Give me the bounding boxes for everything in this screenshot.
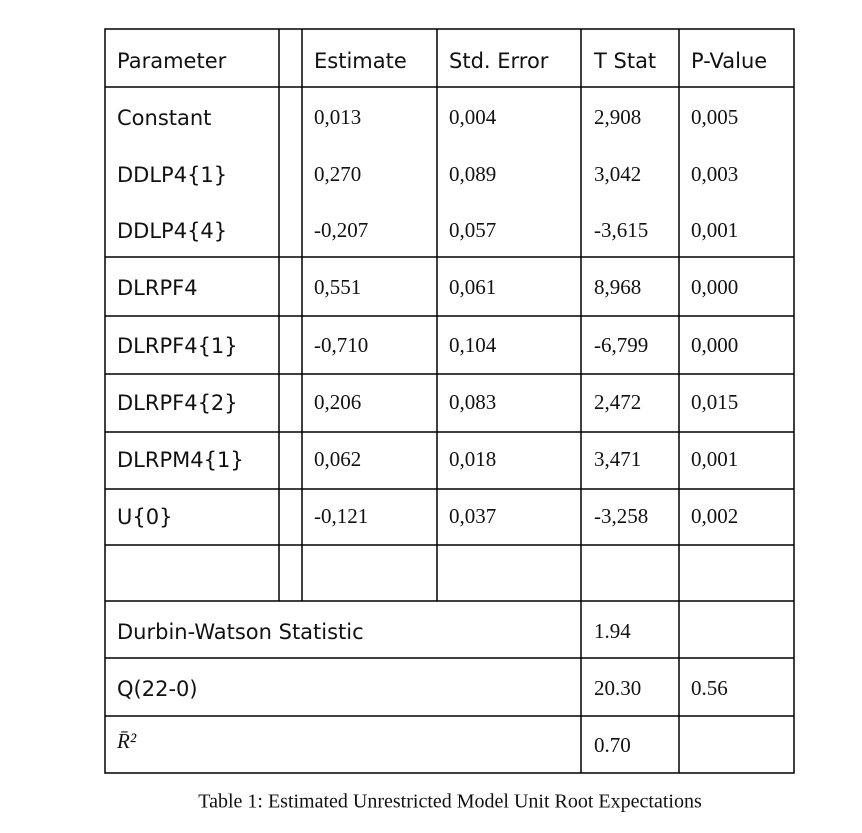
parameter-name: U{0}: [117, 505, 172, 529]
value-cell: 3,471: [594, 447, 641, 471]
value-cell: 2,472: [594, 390, 641, 414]
value-cell: 0,001: [691, 218, 738, 242]
value-cell: 0,089: [449, 162, 496, 186]
caption: Table 1: Estimated Unrestricted Model Un…: [198, 791, 702, 813]
value-cell: 0,002: [691, 504, 738, 528]
header-cell: P-Value: [691, 49, 767, 73]
value-cell: -0,121: [314, 504, 368, 528]
value-cell: 3,042: [594, 162, 641, 186]
value-cell: 0,018: [449, 447, 496, 471]
value-cell: 0,062: [314, 447, 361, 471]
value-cell: 0,000: [691, 275, 738, 299]
header-cell: Std. Error: [449, 49, 549, 73]
parameter-name: DDLP4{4}: [117, 219, 227, 243]
summary-label: Q(22-0): [117, 677, 198, 701]
value-cell: -0,207: [314, 218, 368, 242]
header-cell: T Stat: [593, 49, 656, 73]
summary-value: 0.56: [691, 676, 728, 700]
summary-label: Durbin-Watson Statistic: [117, 620, 364, 644]
value-cell: -3,615: [594, 218, 648, 242]
value-cell: 0,003: [691, 162, 738, 186]
value-cell: 0,057: [449, 218, 496, 242]
value-cell: 0,551: [314, 275, 361, 299]
summary-value: 0.70: [594, 733, 631, 757]
value-cell: 8,968: [594, 275, 641, 299]
value-cell: 2,908: [594, 105, 641, 129]
value-cell: 0,015: [691, 390, 738, 414]
summary-value: 1.94: [594, 619, 631, 643]
parameter-name: DLRPF4{2}: [117, 391, 238, 415]
summary-label: R̄²: [116, 729, 137, 753]
value-cell: 0,004: [449, 105, 497, 129]
value-cell: 0,270: [314, 162, 361, 186]
value-cell: 0,005: [691, 105, 738, 129]
value-cell: -6,799: [594, 333, 648, 357]
table-grid: [104, 28, 795, 774]
parameter-name: Constant: [117, 106, 211, 130]
parameter-name: DLRPM4{1}: [117, 448, 244, 472]
summary-value: 20.30: [594, 676, 641, 700]
header-cell: Parameter: [117, 49, 227, 73]
value-cell: 0,001: [691, 447, 738, 471]
value-cell: 0,061: [449, 275, 496, 299]
parameter-name: DLRPF4: [117, 276, 198, 300]
value-cell: 0,000: [691, 333, 738, 357]
value-cell: 0,206: [314, 390, 361, 414]
value-cell: 0,013: [314, 105, 361, 129]
value-cell: 0,083: [449, 390, 496, 414]
header-cell: Estimate: [314, 49, 407, 73]
value-cell: 0,104: [449, 333, 497, 357]
value-cell: -3,258: [594, 504, 648, 528]
parameter-name: DLRPF4{1}: [117, 334, 238, 358]
table-border: [104, 28, 795, 774]
value-cell: 0,037: [449, 504, 496, 528]
parameter-name: DDLP4{1}: [117, 163, 227, 187]
value-cell: -0,710: [314, 333, 368, 357]
